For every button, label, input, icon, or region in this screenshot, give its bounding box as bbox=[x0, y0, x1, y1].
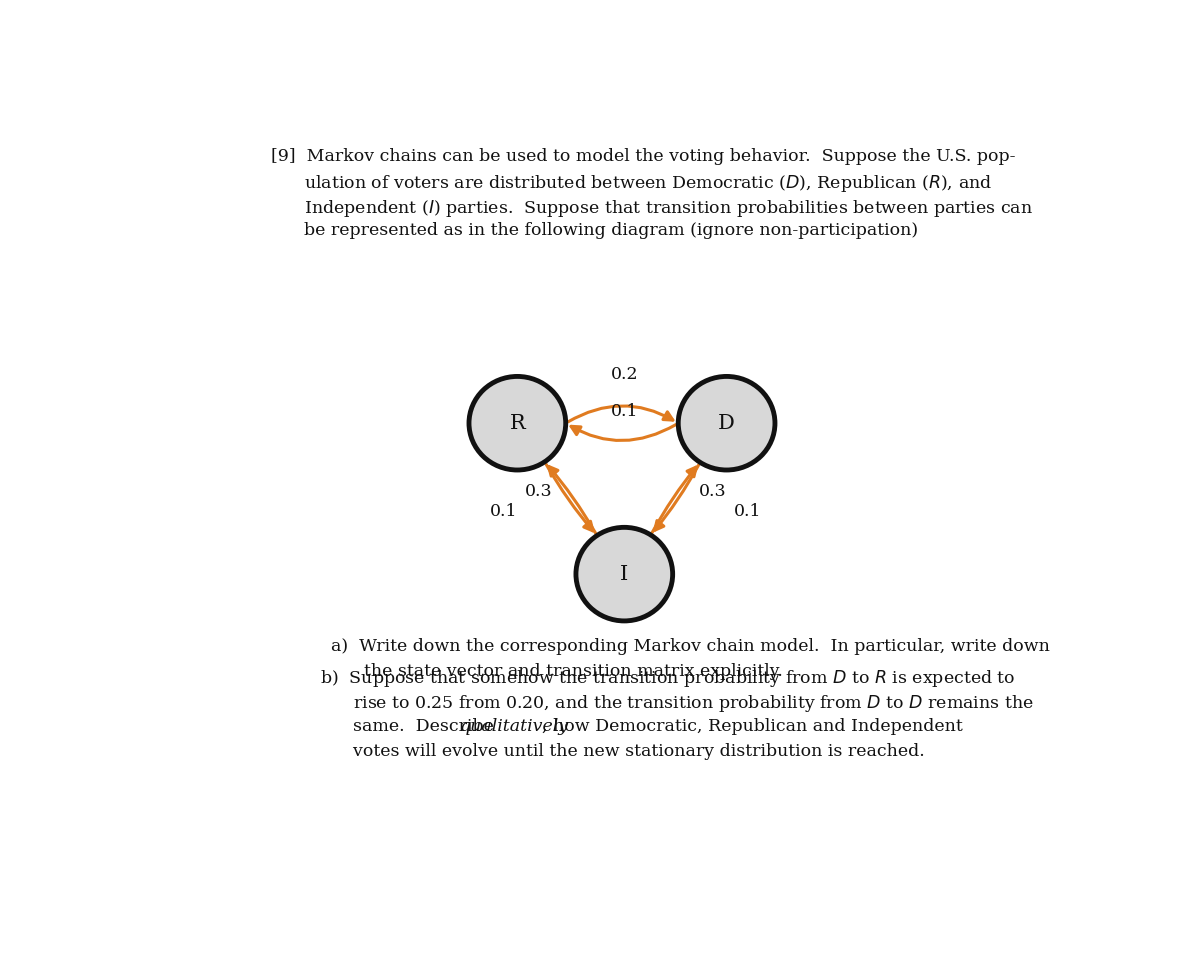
Text: rise to 0.25 from 0.20, and the transition probability from $D$ to $D$ remains t: rise to 0.25 from 0.20, and the transiti… bbox=[320, 694, 1034, 714]
Text: [9]  Markov chains can be used to model the voting behavior.  Suppose the U.S. p: [9] Markov chains can be used to model t… bbox=[271, 148, 1015, 165]
Text: 0.2: 0.2 bbox=[611, 366, 638, 382]
Text: D: D bbox=[718, 414, 736, 433]
Text: , how Democratic, Republican and Independent: , how Democratic, Republican and Indepen… bbox=[541, 718, 962, 735]
Text: ulation of voters are distributed between Democratic ($D$), Republican ($R$), an: ulation of voters are distributed betwee… bbox=[271, 172, 992, 194]
Text: 0.3: 0.3 bbox=[698, 482, 726, 500]
Text: 0.1: 0.1 bbox=[734, 503, 762, 520]
Text: R: R bbox=[510, 414, 526, 433]
Text: 0.3: 0.3 bbox=[524, 482, 552, 500]
Text: the state vector and transition matrix explicitly.: the state vector and transition matrix e… bbox=[331, 663, 784, 680]
Ellipse shape bbox=[576, 527, 673, 621]
Text: I: I bbox=[620, 564, 629, 584]
Ellipse shape bbox=[678, 376, 775, 470]
Text: 0.1: 0.1 bbox=[611, 404, 638, 420]
Text: 0.1: 0.1 bbox=[490, 503, 517, 520]
Text: be represented as in the following diagram (ignore non-participation): be represented as in the following diagr… bbox=[271, 222, 918, 239]
Text: Independent ($I$) parties.  Suppose that transition probabilities between partie: Independent ($I$) parties. Suppose that … bbox=[271, 198, 1033, 219]
Text: a)  Write down the corresponding Markov chain model.  In particular, write down: a) Write down the corresponding Markov c… bbox=[331, 638, 1050, 656]
Text: votes will evolve until the new stationary distribution is reached.: votes will evolve until the new stationa… bbox=[320, 743, 925, 760]
Text: b)  Suppose that somehow the transition probability from $D$ to $R$ is expected : b) Suppose that somehow the transition p… bbox=[320, 668, 1015, 690]
Text: qualitatively: qualitatively bbox=[460, 718, 569, 735]
Ellipse shape bbox=[469, 376, 565, 470]
Text: same.  Describe: same. Describe bbox=[320, 718, 499, 735]
